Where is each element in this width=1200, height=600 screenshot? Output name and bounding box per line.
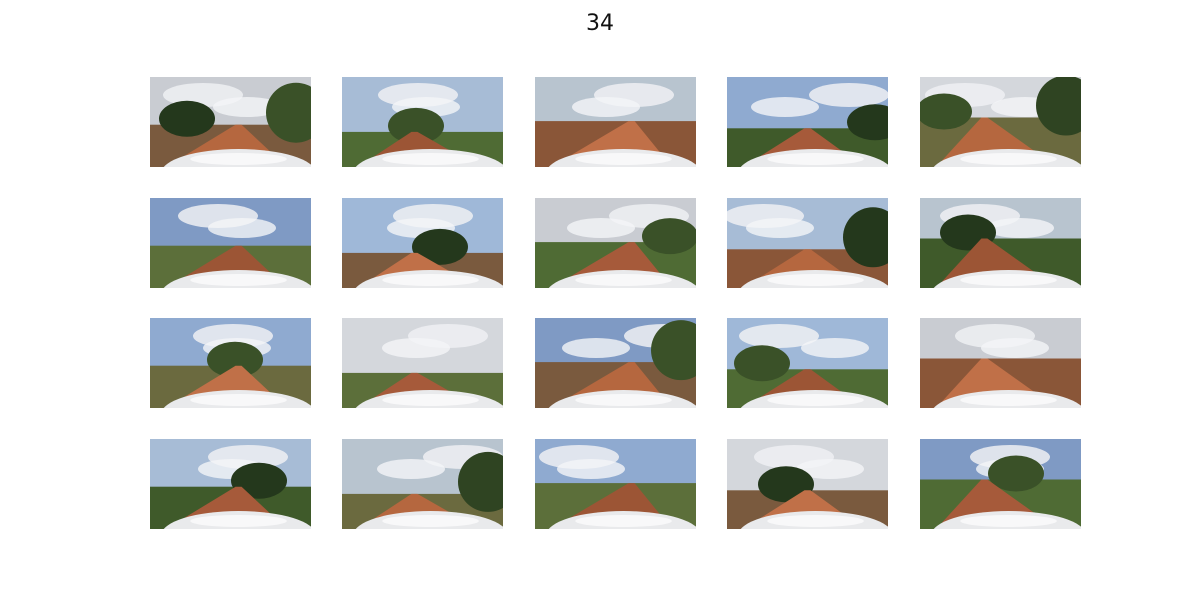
photo-content [342, 77, 503, 167]
photo-thumbnail [727, 198, 888, 288]
trees [988, 455, 1044, 492]
photo-thumbnail [535, 77, 696, 167]
photo-thumbnail [535, 318, 696, 408]
cloud [213, 97, 281, 117]
cloud [796, 459, 864, 479]
cloud [382, 338, 450, 358]
trees [843, 207, 888, 268]
cloud [746, 218, 814, 238]
hood-shine [190, 274, 287, 286]
photo-content [727, 198, 888, 288]
hood-shine [575, 153, 672, 165]
photo-content [150, 198, 311, 288]
cloud [567, 218, 635, 238]
trees [388, 107, 444, 144]
photo-thumbnail [150, 318, 311, 408]
photo-thumbnail [920, 198, 1081, 288]
hood-shine [382, 153, 479, 165]
trees [1036, 77, 1081, 136]
photo-content [727, 77, 888, 167]
photo-thumbnail [535, 198, 696, 288]
hood-shine [767, 153, 864, 165]
hood-shine [960, 394, 1057, 406]
hood-shine [190, 153, 287, 165]
photo-content [535, 77, 696, 167]
photo-content [920, 318, 1081, 408]
cloud [986, 218, 1054, 238]
cloud [739, 324, 819, 348]
photo-content [342, 439, 503, 529]
photo-thumbnail [342, 439, 503, 529]
photo-thumbnail [150, 77, 311, 167]
cloud [562, 338, 630, 358]
photo-thumbnail [535, 439, 696, 529]
photo-thumbnail [727, 318, 888, 408]
photo-content [535, 198, 696, 288]
photo-thumbnail [342, 318, 503, 408]
photo-content [920, 439, 1081, 529]
hood-shine [575, 274, 672, 286]
trees [458, 451, 503, 512]
cloud [572, 97, 640, 117]
trees [207, 341, 263, 378]
hood-shine [960, 274, 1057, 286]
hood-shine [382, 515, 479, 527]
photo-content [535, 439, 696, 529]
photo-content [342, 198, 503, 288]
trees [231, 462, 287, 499]
hood-shine [960, 515, 1057, 527]
hood-shine [767, 394, 864, 406]
photo-content [150, 318, 311, 408]
hood-shine [575, 515, 672, 527]
photo-content [150, 77, 311, 167]
cloud [981, 338, 1049, 358]
photo-thumbnail [727, 439, 888, 529]
hood-shine [382, 274, 479, 286]
photo-thumbnail [342, 77, 503, 167]
photo-thumbnail [920, 77, 1081, 167]
photo-content [920, 77, 1081, 167]
trees [642, 218, 696, 255]
hood-shine [190, 515, 287, 527]
photo-thumbnail [150, 198, 311, 288]
cloud [801, 338, 869, 358]
trees [847, 104, 888, 141]
photo-thumbnail [920, 318, 1081, 408]
photo-thumbnail [727, 77, 888, 167]
trees [651, 320, 696, 381]
cloud [377, 459, 445, 479]
photo-content [150, 439, 311, 529]
hood-shine [960, 153, 1057, 165]
photo-content [535, 318, 696, 408]
cloud [557, 459, 625, 479]
cloud [751, 97, 819, 117]
hood-shine [382, 394, 479, 406]
photo-content [920, 198, 1081, 288]
trees [412, 228, 468, 265]
photo-thumbnail [920, 439, 1081, 529]
hood-shine [575, 394, 672, 406]
cloud [208, 218, 276, 238]
trees [734, 345, 790, 382]
hood-shine [767, 274, 864, 286]
photo-content [727, 439, 888, 529]
photo-content [342, 318, 503, 408]
trees [159, 100, 215, 137]
trees [920, 93, 972, 130]
cloud [809, 83, 888, 107]
hood-shine [767, 515, 864, 527]
photo-thumbnail [150, 439, 311, 529]
photo-content [727, 318, 888, 408]
trees [266, 82, 311, 143]
hood-shine [190, 394, 287, 406]
photo-thumbnail [342, 198, 503, 288]
figure-title: 34 [586, 11, 614, 36]
